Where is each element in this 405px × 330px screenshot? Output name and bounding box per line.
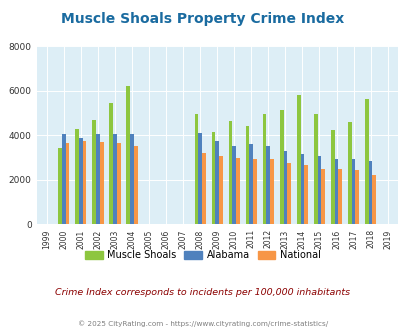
Bar (351, 159, 354, 224)
Bar (279, 110, 283, 224)
Bar (113, 134, 117, 224)
Bar (354, 170, 358, 224)
Bar (58, 148, 62, 224)
Bar (317, 156, 321, 224)
Bar (330, 130, 334, 224)
Bar (75, 129, 79, 224)
Bar (79, 138, 83, 224)
Bar (211, 132, 215, 224)
Bar (334, 159, 337, 224)
Bar (347, 122, 351, 224)
Bar (300, 154, 304, 224)
Bar (313, 114, 317, 224)
Bar (371, 176, 375, 224)
Bar (126, 86, 130, 224)
Legend: Muscle Shoals, Alabama, National: Muscle Shoals, Alabama, National (81, 246, 324, 264)
Bar (253, 159, 256, 224)
Bar (262, 114, 266, 224)
Bar (198, 133, 202, 224)
Bar (134, 147, 137, 224)
Bar (337, 169, 341, 224)
Bar (215, 141, 219, 224)
Bar (287, 163, 290, 224)
Bar (283, 151, 287, 224)
Bar (249, 144, 253, 224)
Bar (321, 169, 324, 224)
Bar (266, 147, 270, 224)
Bar (245, 126, 249, 224)
Bar (100, 142, 103, 224)
Bar (219, 156, 222, 224)
Bar (109, 103, 113, 224)
Bar (232, 147, 236, 224)
Bar (364, 99, 368, 224)
Bar (130, 134, 134, 224)
Bar (194, 114, 198, 224)
Bar (304, 165, 307, 224)
Bar (83, 141, 86, 224)
Text: Muscle Shoals Property Crime Index: Muscle Shoals Property Crime Index (61, 12, 344, 25)
Bar (117, 143, 120, 224)
Text: © 2025 CityRating.com - https://www.cityrating.com/crime-statistics/: © 2025 CityRating.com - https://www.city… (78, 320, 327, 327)
Bar (92, 120, 96, 224)
Bar (202, 153, 205, 224)
Bar (96, 134, 100, 224)
Text: Crime Index corresponds to incidents per 100,000 inhabitants: Crime Index corresponds to incidents per… (55, 288, 350, 297)
Bar (270, 159, 273, 224)
Bar (62, 134, 66, 224)
Bar (236, 157, 239, 224)
Bar (66, 143, 69, 224)
Bar (368, 161, 371, 224)
Bar (228, 121, 232, 224)
Bar (296, 95, 300, 224)
